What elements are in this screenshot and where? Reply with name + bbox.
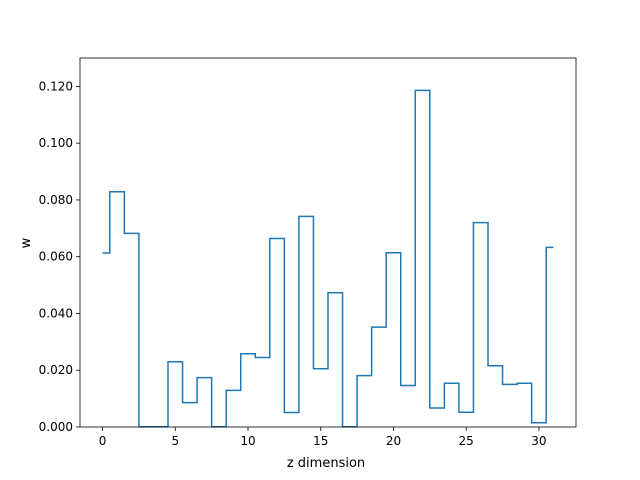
y-tick-label: 0.000: [39, 420, 73, 434]
y-tick-label: 0.120: [39, 79, 73, 93]
data-series-line: [102, 89, 554, 428]
y-tick-label: 0.040: [39, 306, 73, 320]
y-tick-label: 0.060: [39, 250, 73, 264]
x-tick-label: 0: [99, 434, 107, 448]
x-tick-label: 20: [386, 434, 401, 448]
axes: 0 5 10 15 20 25 30 0.000 0.020 0.040 0.060 0.080 0.1…: [39, 57, 577, 448]
x-tick-label: 15: [313, 434, 328, 448]
y-tick-label: 0.100: [39, 136, 73, 150]
x-tick-label: 10: [240, 434, 255, 448]
x-tick-label: 25: [459, 434, 474, 448]
plot-area: [102, 89, 554, 428]
y-tick-label: 0.020: [39, 363, 73, 377]
x-axis-label: z dimension: [287, 456, 365, 471]
y-tick-label: 0.080: [39, 193, 73, 207]
y-axis-label: w: [19, 237, 34, 248]
x-tick-label: 5: [171, 434, 179, 448]
x-tick-label: 30: [531, 434, 546, 448]
axes-frame: [79, 57, 577, 428]
